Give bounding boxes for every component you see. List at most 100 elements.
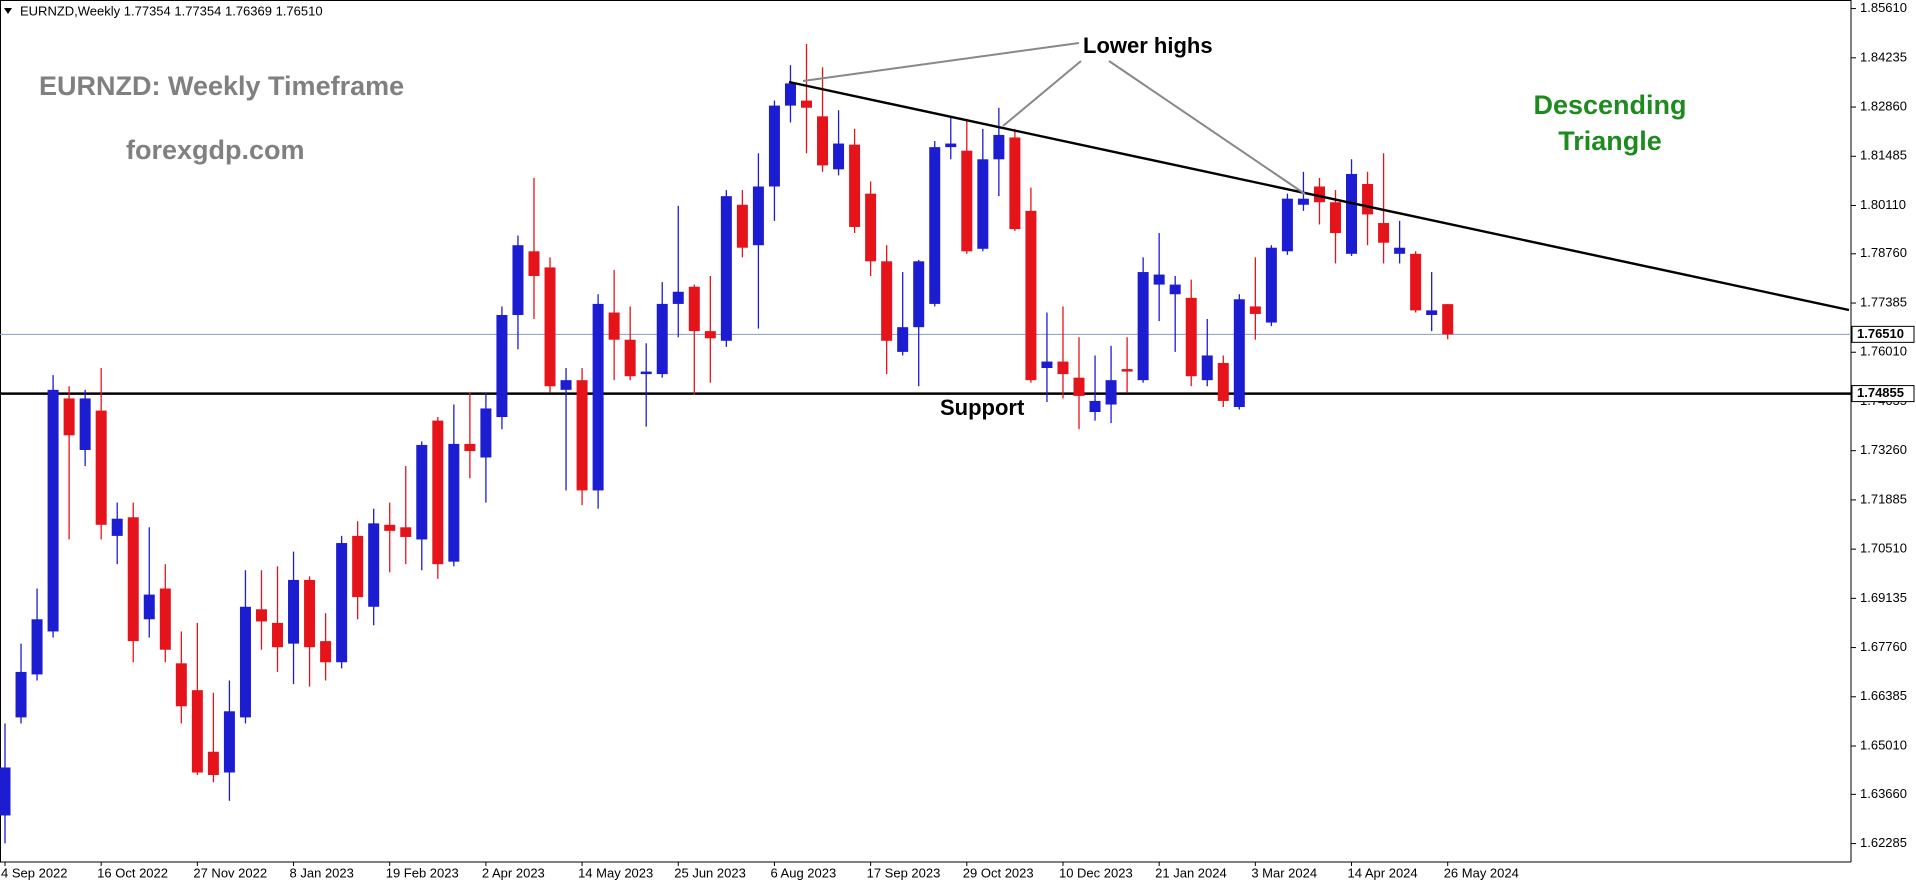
candle-body bbox=[1410, 253, 1422, 311]
x-tick-label: 19 Feb 2023 bbox=[386, 865, 459, 880]
y-tick-label: 1.62285 bbox=[1860, 835, 1907, 850]
candle-body bbox=[1041, 361, 1053, 368]
candle-body bbox=[608, 312, 620, 340]
candle-body bbox=[624, 339, 636, 377]
candle-body bbox=[720, 196, 732, 341]
candle-body bbox=[352, 535, 364, 598]
support-label: 1.74855 bbox=[1857, 385, 1904, 400]
y-tick-label: 1.82860 bbox=[1860, 98, 1907, 113]
x-tick-label: 10 Dec 2023 bbox=[1059, 865, 1133, 880]
candle-body bbox=[15, 671, 27, 718]
x-tick-label: 4 Sep 2022 bbox=[1, 865, 68, 880]
chart-subtitle: forexgdp.com bbox=[126, 135, 305, 165]
candle-body bbox=[320, 641, 332, 663]
header: EURNZD,Weekly 1.77354 1.77354 1.76369 1.… bbox=[20, 3, 323, 18]
candle-body bbox=[368, 523, 380, 607]
candle-body bbox=[207, 751, 219, 776]
candle-body bbox=[0, 767, 11, 816]
y-tick-label: 1.63660 bbox=[1860, 786, 1907, 801]
candle-body bbox=[47, 389, 59, 632]
y-tick-label: 1.80110 bbox=[1860, 197, 1906, 212]
candle-body bbox=[736, 204, 748, 248]
candle-body bbox=[95, 410, 107, 525]
candle-body bbox=[1201, 355, 1213, 381]
candle-body bbox=[1313, 186, 1325, 203]
candle-body bbox=[480, 408, 492, 458]
candle-body bbox=[865, 193, 877, 262]
candle-body bbox=[544, 267, 556, 387]
candle-body bbox=[1169, 284, 1181, 295]
x-tick-label: 29 Oct 2023 bbox=[963, 865, 1034, 880]
candle-body bbox=[576, 380, 588, 491]
x-tick-label: 3 Mar 2024 bbox=[1251, 865, 1317, 880]
y-tick-label: 1.81485 bbox=[1860, 148, 1907, 163]
x-tick-label: 8 Jan 2023 bbox=[290, 865, 354, 880]
candle-body bbox=[496, 315, 508, 418]
x-tick-label: 14 Apr 2024 bbox=[1348, 865, 1418, 880]
pointer-line bbox=[1002, 60, 1082, 127]
candle-body bbox=[929, 147, 941, 304]
candle-body bbox=[464, 443, 476, 452]
x-tick-label: 26 May 2024 bbox=[1444, 865, 1519, 880]
candle-body bbox=[63, 398, 75, 436]
candle-body bbox=[961, 150, 973, 252]
candle-body bbox=[31, 619, 43, 675]
candle-body bbox=[897, 327, 909, 352]
x-tick-label: 21 Jan 2024 bbox=[1155, 865, 1227, 880]
y-tick-label: 1.73260 bbox=[1860, 442, 1907, 457]
candle-body bbox=[1185, 297, 1197, 377]
candle-body bbox=[1346, 173, 1358, 254]
trend-line bbox=[788, 80, 1850, 312]
candle-body bbox=[336, 543, 348, 663]
candle-body bbox=[784, 83, 796, 106]
candle-body bbox=[1073, 377, 1085, 396]
candle-body bbox=[304, 579, 316, 648]
x-tick-label: 27 Nov 2022 bbox=[193, 865, 267, 880]
annotation: Lower highs bbox=[1083, 33, 1213, 58]
candle-body bbox=[913, 261, 925, 328]
header-arrow bbox=[4, 8, 12, 14]
candle-body bbox=[1153, 274, 1165, 285]
candle-body bbox=[1426, 310, 1438, 316]
candle-body bbox=[79, 398, 91, 450]
last-price-label: 1.76510 bbox=[1857, 326, 1904, 341]
support-box bbox=[1851, 385, 1915, 403]
candle-body bbox=[1297, 198, 1309, 205]
y-tick-label: 1.67760 bbox=[1860, 639, 1907, 654]
chart-title: EURNZD: Weekly Timeframe bbox=[39, 71, 404, 101]
y-tick-label: 1.84235 bbox=[1860, 49, 1907, 64]
candle-body bbox=[159, 588, 171, 650]
candle-body bbox=[833, 143, 845, 170]
candle-body bbox=[1233, 299, 1245, 408]
candle-body bbox=[448, 443, 460, 562]
candle-body bbox=[881, 261, 893, 341]
candle-body bbox=[1265, 247, 1277, 323]
candle-body bbox=[384, 524, 396, 531]
candle-body bbox=[239, 606, 251, 718]
candle-body bbox=[945, 143, 957, 148]
candle-body bbox=[1362, 183, 1374, 215]
candle-body bbox=[1281, 198, 1293, 252]
candle-body bbox=[191, 690, 203, 773]
x-tick-label: 14 May 2023 bbox=[578, 865, 653, 880]
candle-body bbox=[672, 291, 684, 304]
candle-body bbox=[1249, 306, 1261, 314]
candle-body bbox=[528, 251, 540, 276]
candle-body bbox=[592, 303, 604, 491]
candle-body bbox=[127, 517, 139, 642]
candle-body bbox=[560, 380, 572, 390]
candle-body bbox=[752, 186, 764, 246]
candle-body bbox=[768, 105, 780, 187]
candle-body bbox=[272, 622, 284, 648]
y-tick-label: 1.85610 bbox=[1860, 0, 1907, 15]
candle-body bbox=[1394, 247, 1406, 254]
candle-body bbox=[656, 303, 668, 375]
y-tick-label: 1.66385 bbox=[1860, 688, 1907, 703]
candle-body bbox=[288, 579, 300, 644]
last-price-box bbox=[1851, 325, 1915, 343]
candle-body bbox=[977, 159, 989, 249]
candle-body bbox=[849, 144, 861, 227]
